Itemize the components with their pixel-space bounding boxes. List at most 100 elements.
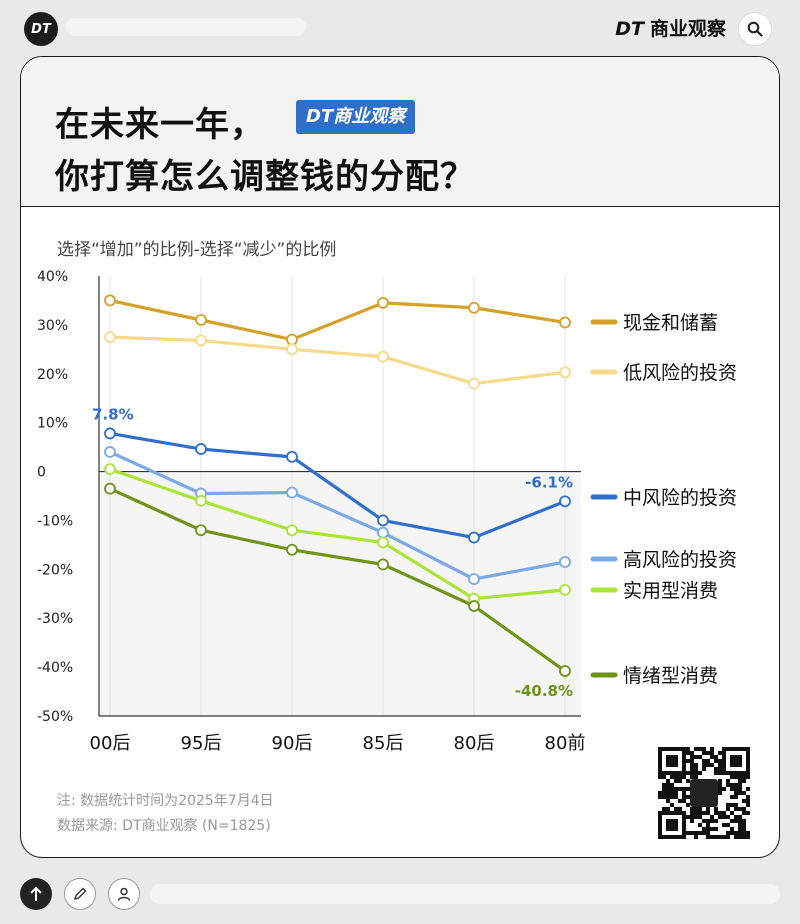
legend-label: 低风险的投资: [623, 362, 737, 384]
qr-module: [738, 827, 742, 831]
legend-label: 高风险的投资: [623, 549, 737, 571]
series-line: [109, 487, 566, 673]
series-line: [109, 450, 566, 581]
qr-module: [674, 787, 678, 791]
qr-module: [706, 823, 710, 827]
qr-module: [742, 827, 746, 831]
qr-module: [718, 787, 722, 791]
qr-module: [666, 799, 670, 803]
qr-module: [726, 815, 730, 819]
qr-module: [690, 819, 694, 823]
y-tick-label: -40%: [37, 660, 73, 676]
qr-module: [662, 783, 666, 787]
qr-module: [718, 763, 722, 767]
qr-module: [726, 831, 730, 835]
qr-module: [730, 795, 734, 799]
data-point: [286, 543, 298, 556]
qr-module: [702, 831, 706, 835]
qr-module: [710, 751, 714, 755]
qr-module: [714, 767, 718, 771]
qr-module: [730, 819, 734, 823]
data-point: [286, 486, 298, 499]
qr-module: [738, 779, 742, 783]
qr-module: [702, 747, 706, 751]
edit-button[interactable]: [64, 878, 96, 910]
scroll-top-button[interactable]: [20, 878, 52, 910]
y-tick-label: -50%: [37, 709, 73, 725]
qr-module: [722, 787, 726, 791]
qr-module: [686, 751, 690, 755]
qr-module: [686, 759, 690, 763]
qr-module: [710, 815, 714, 819]
data-point: [195, 334, 207, 347]
top-bar: DT DT 商业观察: [0, 0, 800, 58]
qr-module: [682, 791, 686, 795]
y-tick-label: 20%: [37, 367, 68, 383]
search-icon: [747, 21, 763, 37]
qr-module: [694, 747, 698, 751]
x-tick-label: 90后: [272, 733, 313, 754]
qr-module: [746, 787, 750, 791]
qr-module: [686, 803, 690, 807]
x-tick-label: 80后: [454, 733, 495, 754]
data-point: [468, 301, 480, 314]
line-chart: 选择“增加”的比例-选择“减少”的比例 40% 30% 20% 10% 0 -10% -20…: [37, 240, 752, 841]
qr-module: [746, 775, 750, 779]
qr-module: [714, 827, 718, 831]
qr-module: [718, 767, 722, 771]
qr-code[interactable]: [656, 745, 752, 841]
qr-module: [726, 779, 730, 783]
qr-module: [694, 755, 698, 759]
qr-module: [674, 807, 678, 811]
series-line: [109, 467, 566, 601]
qr-logo: [690, 779, 718, 807]
qr-module: [738, 783, 742, 787]
qr-module: [674, 791, 678, 795]
qr-module: [734, 835, 738, 839]
data-point: [559, 583, 571, 596]
qr-module: [706, 807, 710, 811]
qr-module: [702, 767, 706, 771]
data-point: [468, 377, 480, 390]
qr-module: [730, 811, 734, 815]
qr-module: [662, 787, 666, 791]
qr-module: [662, 795, 666, 799]
data-point: [377, 514, 389, 527]
search-button[interactable]: [738, 12, 772, 46]
qr-module: [686, 747, 690, 751]
y-tick-label: -10%: [37, 513, 73, 529]
qr-module: [726, 835, 730, 839]
qr-module: [742, 831, 746, 835]
qr-module: [730, 831, 734, 835]
infographic-card: 在未来一年， DT商业观察 你打算怎么调整钱的分配？ 选择“增加”的比例-选择“…: [20, 56, 780, 858]
qr-module: [714, 807, 718, 811]
profile-button[interactable]: [108, 878, 140, 910]
qr-module: [706, 811, 710, 815]
qr-module: [742, 779, 746, 783]
qr-module: [730, 827, 734, 831]
chart-axes: 40% 30% 20% 10% 0 -10% -20% -30% -40% -50% 00后 95后 9…: [37, 269, 585, 754]
qr-module: [690, 759, 694, 763]
qr-module: [702, 763, 706, 767]
qr-module: [674, 779, 678, 783]
qr-module: [702, 819, 706, 823]
qr-module: [694, 835, 698, 839]
qr-module: [706, 831, 710, 835]
qr-module: [702, 811, 706, 815]
data-point: [195, 494, 207, 507]
brand-badge[interactable]: DT: [24, 12, 58, 46]
data-point: [104, 427, 116, 440]
qr-module: [710, 755, 714, 759]
brand-title: DT 商业观察: [615, 14, 726, 41]
qr-module: [678, 787, 682, 791]
qr-module: [678, 779, 682, 783]
qr-module: [738, 787, 742, 791]
data-point: [559, 665, 571, 677]
qr-module: [734, 819, 738, 823]
qr-module: [674, 795, 678, 799]
qr-module: [734, 831, 738, 835]
legend-label: 实用型消费: [623, 580, 718, 602]
data-label: -6.1%: [525, 473, 573, 491]
qr-module: [694, 811, 698, 815]
